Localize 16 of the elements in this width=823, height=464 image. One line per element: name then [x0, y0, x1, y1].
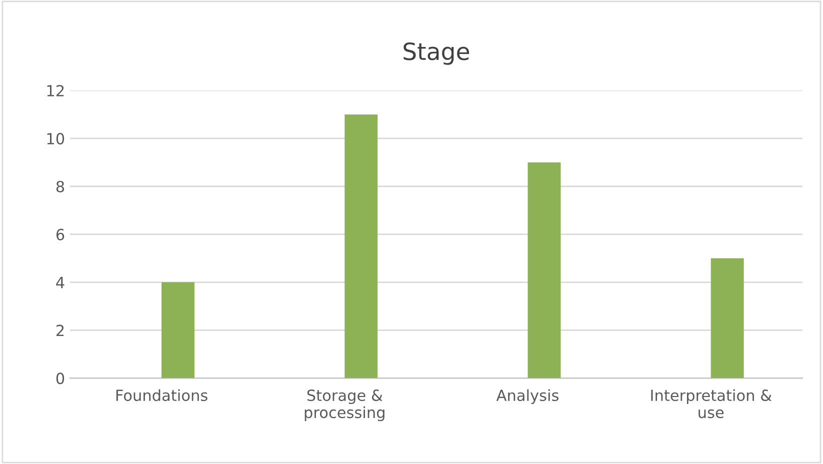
y-tick-label: 12 [47, 84, 64, 96]
y-tick-label: 8 [56, 180, 64, 192]
bar [710, 258, 744, 378]
y-tick-label: 10 [47, 132, 64, 144]
y-tick-label: 0 [56, 372, 64, 384]
x-tick-label: Analysis [496, 389, 558, 404]
x-tick-label: Storage & processing [304, 390, 384, 422]
bar [528, 162, 561, 378]
y-tick-label: 6 [56, 228, 64, 240]
y-tick-label: 2 [56, 324, 64, 336]
x-tick-label: Interpretation & use [651, 389, 772, 418]
bar [344, 114, 378, 378]
chart-title: Stage [404, 42, 470, 65]
y-tick-label: 4 [56, 276, 64, 288]
x-tick-label: Foundations [116, 389, 208, 402]
bar [162, 282, 194, 378]
